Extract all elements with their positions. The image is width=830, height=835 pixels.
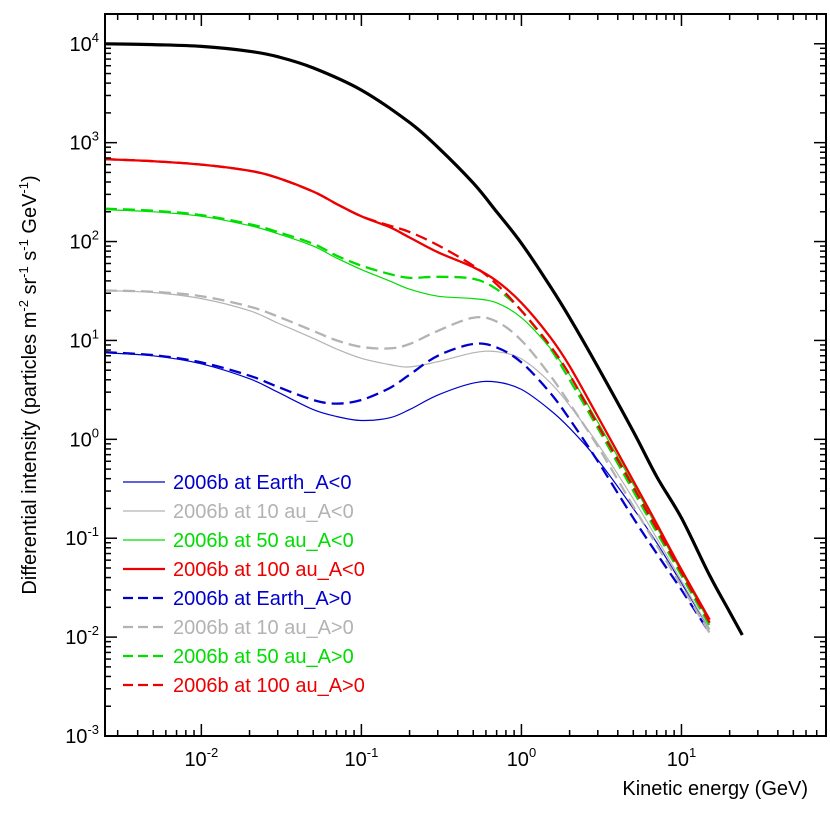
y-label-sup-s: -1: [16, 239, 31, 251]
series-line-2: [105, 289, 711, 630]
legend-label-3: 2006b at 50 au_A<0: [173, 530, 354, 552]
x-tick-label-0: 10-2: [184, 745, 218, 771]
legend-label-4: 2006b at 100 au_A<0: [173, 559, 365, 581]
x-tick-label-1: 10-1: [344, 745, 378, 771]
series-layer: [105, 42, 744, 636]
y-tick-label-0: 10-3: [65, 722, 99, 748]
y-label-s: s: [19, 251, 41, 267]
series-line-5: [105, 342, 711, 634]
x-tick-label-3: 101: [667, 745, 696, 771]
y-tick-label-3: 100: [70, 425, 99, 451]
legend-label-5: 2006b at Earth_A>0: [173, 588, 351, 610]
y-label-sr: sr: [19, 277, 41, 300]
y-label-suffix: ): [19, 175, 41, 182]
series-line-7: [105, 207, 711, 627]
series-line-0: [105, 42, 744, 636]
y-label-gev: GeV: [19, 193, 41, 239]
series-line-6: [105, 289, 711, 634]
y-axis-label: Differential intensity (particles m-2 sr…: [16, 175, 41, 594]
series-line-3: [105, 209, 711, 623]
axes-layer: 10-2 10-1 100 101 10-3 10-2 10-1 100 101 102 103 10…: [65, 13, 827, 771]
y-label-prefix: Differential intensity (particles m: [19, 312, 41, 595]
legend-label-6: 2006b at 10 au_A>0: [173, 617, 354, 639]
y-tick-label-4: 101: [70, 326, 99, 352]
legend-label-2: 2006b at 10 au_A<0: [173, 501, 354, 523]
legend-label-7: 2006b at 50 au_A>0: [173, 646, 354, 668]
x-tick-label-2: 100: [507, 745, 536, 771]
series-line-1: [105, 352, 711, 630]
y-label-sup-m: -2: [16, 300, 31, 312]
y-tick-label-1: 10-2: [65, 623, 99, 649]
plot-frame: [104, 13, 827, 737]
y-tick-label-2: 10-1: [65, 524, 99, 550]
legend: 2006b at Earth_A<0 2006b at 10 au_A<0 2006…: [123, 472, 365, 697]
y-label-sup-gev: -1: [16, 182, 31, 194]
legend-label-8: 2006b at 100 au_A>0: [173, 675, 365, 697]
y-label-sup-sr: -1: [16, 266, 31, 278]
y-tick-label-7: 104: [70, 30, 99, 56]
legend-label-1: 2006b at Earth_A<0: [173, 472, 351, 494]
x-axis-label: Kinetic energy (GeV): [622, 778, 808, 800]
y-tick-label-6: 103: [70, 129, 99, 155]
series-line-8: [105, 158, 711, 624]
y-tick-label-5: 102: [70, 228, 99, 254]
